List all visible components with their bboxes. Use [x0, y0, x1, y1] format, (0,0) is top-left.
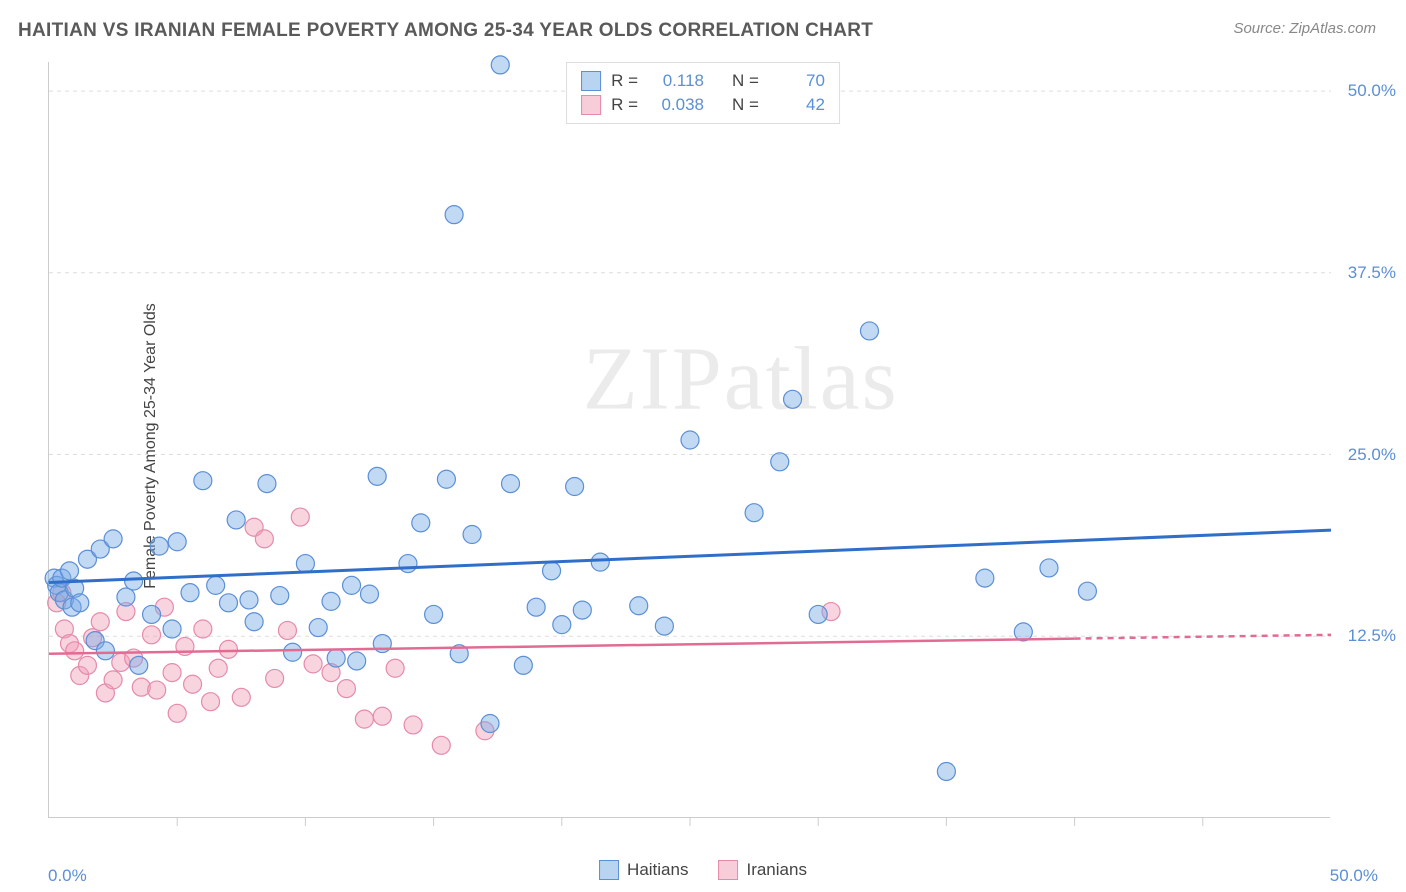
iranians-point: [337, 680, 355, 698]
haitians-point: [271, 587, 289, 605]
haitians-point: [437, 470, 455, 488]
haitians-point: [745, 504, 763, 522]
haitians-point: [150, 537, 168, 555]
series-legend: Haitians Iranians: [599, 860, 807, 880]
iranians-point: [255, 530, 273, 548]
haitians-swatch: [599, 860, 619, 880]
iranians-point: [91, 613, 109, 631]
haitians-point: [240, 591, 258, 609]
iranians-point: [373, 707, 391, 725]
haitians-point: [348, 652, 366, 670]
iranians-swatch: [718, 860, 738, 880]
haitians-point: [219, 594, 237, 612]
haitians-point: [309, 619, 327, 637]
haitians-point: [258, 475, 276, 493]
haitians-point: [181, 584, 199, 602]
haitians-swatch: [581, 71, 601, 91]
haitians-point: [553, 616, 571, 634]
haitians-point: [1040, 559, 1058, 577]
iranians-point: [209, 659, 227, 677]
legend-label-iranians: Iranians: [746, 860, 806, 880]
iranians-point: [194, 620, 212, 638]
haitians-point: [125, 572, 143, 590]
iranians-swatch: [581, 95, 601, 115]
iranians-point: [184, 675, 202, 693]
scatter-chart: ZIPatlas: [48, 62, 1330, 818]
haitians-point: [481, 715, 499, 733]
iranians-point: [432, 736, 450, 754]
haitians-point: [104, 530, 122, 548]
haitians-point: [130, 656, 148, 674]
iranians-point: [78, 656, 96, 674]
haitians-point: [445, 206, 463, 224]
x-axis-max-label: 50.0%: [1330, 866, 1378, 886]
iranians-point: [148, 681, 166, 699]
haitians-point: [1078, 582, 1096, 600]
iranians-point: [202, 693, 220, 711]
iranians-point: [163, 664, 181, 682]
correlation-legend: R = 0.118 N = 70 R = 0.038 N = 42: [566, 62, 840, 124]
haitians-point: [860, 322, 878, 340]
haitians-point: [976, 569, 994, 587]
haitians-point: [937, 762, 955, 780]
haitians-point: [117, 588, 135, 606]
y-tick-label: 12.5%: [1348, 626, 1396, 646]
haitians-point: [543, 562, 561, 580]
haitians-point: [284, 643, 302, 661]
haitians-point: [343, 576, 361, 594]
iranians-point: [404, 716, 422, 734]
iranians-point: [232, 688, 250, 706]
iranians-point: [219, 640, 237, 658]
iranians-point: [143, 626, 161, 644]
x-axis-min-label: 0.0%: [48, 866, 87, 886]
iranians-point: [104, 671, 122, 689]
haitians-point: [771, 453, 789, 471]
haitians-point: [412, 514, 430, 532]
iranians-point: [278, 621, 296, 639]
haitians-point: [463, 526, 481, 544]
haitians-point: [566, 478, 584, 496]
iranians-point: [266, 669, 284, 687]
iranians-point: [168, 704, 186, 722]
haitians-point: [168, 533, 186, 551]
iranians-point: [291, 508, 309, 526]
haitians-point: [227, 511, 245, 529]
haitians-point: [591, 553, 609, 571]
haitians-point: [207, 576, 225, 594]
haitians-point: [514, 656, 532, 674]
haitians-point: [96, 642, 114, 660]
iranians-point: [386, 659, 404, 677]
haitians-point: [327, 649, 345, 667]
haitians-point: [491, 56, 509, 74]
haitians-point: [527, 598, 545, 616]
iranians-point: [66, 642, 84, 660]
iranians-point: [355, 710, 373, 728]
y-tick-label: 37.5%: [1348, 263, 1396, 283]
iranians-point: [304, 655, 322, 673]
haitians-point: [296, 555, 314, 573]
haitians-point: [655, 617, 673, 635]
haitians-point: [425, 605, 443, 623]
haitians-point: [143, 605, 161, 623]
haitians-point: [809, 605, 827, 623]
haitians-point: [399, 555, 417, 573]
chart-title: HAITIAN VS IRANIAN FEMALE POVERTY AMONG …: [18, 20, 873, 42]
haitians-point: [61, 562, 79, 580]
haitians-point: [502, 475, 520, 493]
haitians-point: [322, 592, 340, 610]
haitians-point: [245, 613, 263, 631]
haitians-point: [361, 585, 379, 603]
y-tick-label: 25.0%: [1348, 445, 1396, 465]
haitians-point: [163, 620, 181, 638]
haitians-point: [194, 472, 212, 490]
haitians-point: [573, 601, 591, 619]
haitians-point: [681, 431, 699, 449]
haitians-point: [630, 597, 648, 615]
haitians-point: [784, 390, 802, 408]
haitians-point: [368, 467, 386, 485]
haitians-point: [71, 594, 89, 612]
y-tick-label: 50.0%: [1348, 81, 1396, 101]
source-attribution: Source: ZipAtlas.com: [1233, 20, 1376, 37]
legend-label-haitians: Haitians: [627, 860, 688, 880]
